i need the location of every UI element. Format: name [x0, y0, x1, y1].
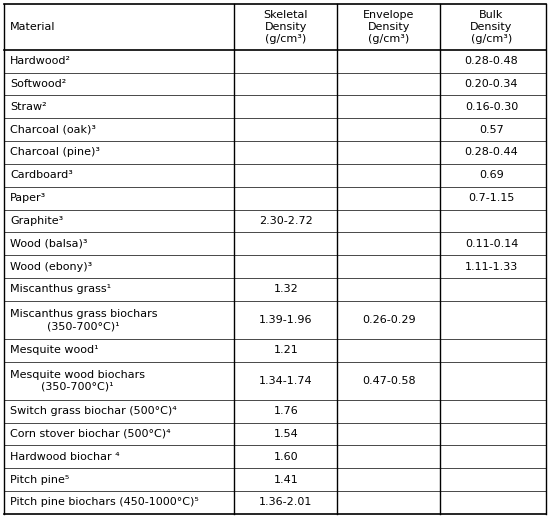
Text: Envelope
Density
(g/cm³): Envelope Density (g/cm³) — [363, 9, 414, 45]
Text: Pitch pine biochars (450-1000°C)⁵: Pitch pine biochars (450-1000°C)⁵ — [10, 497, 199, 508]
Text: Miscanthus grass biochars
(350-700°C)¹: Miscanthus grass biochars (350-700°C)¹ — [10, 309, 157, 331]
Text: Charcoal (pine)³: Charcoal (pine)³ — [10, 148, 100, 157]
Text: Hardwood²: Hardwood² — [10, 56, 71, 66]
Text: Pitch pine⁵: Pitch pine⁵ — [10, 474, 69, 485]
Text: 1.54: 1.54 — [273, 429, 298, 439]
Text: 1.76: 1.76 — [273, 406, 298, 416]
Text: Miscanthus grass¹: Miscanthus grass¹ — [10, 284, 111, 294]
Text: 0.16-0.30: 0.16-0.30 — [465, 102, 518, 112]
Text: Skeletal
Density
(g/cm³): Skeletal Density (g/cm³) — [263, 9, 308, 45]
Text: Straw²: Straw² — [10, 102, 47, 112]
Text: Hardwood biochar ⁴: Hardwood biochar ⁴ — [10, 452, 119, 462]
Text: 1.41: 1.41 — [273, 474, 298, 485]
Text: Corn stover biochar (500°C)⁴: Corn stover biochar (500°C)⁴ — [10, 429, 170, 439]
Text: Charcoal (oak)³: Charcoal (oak)³ — [10, 125, 96, 135]
Text: 2.30-2.72: 2.30-2.72 — [259, 216, 313, 226]
Text: 0.20-0.34: 0.20-0.34 — [465, 79, 518, 89]
Text: Graphite³: Graphite³ — [10, 216, 63, 226]
Text: Mesquite wood biochars
(350-700°C)¹: Mesquite wood biochars (350-700°C)¹ — [10, 369, 145, 392]
Text: 0.7-1.15: 0.7-1.15 — [468, 193, 515, 203]
Text: 1.60: 1.60 — [273, 452, 298, 462]
Text: Wood (balsa)³: Wood (balsa)³ — [10, 239, 87, 249]
Text: 0.69: 0.69 — [479, 170, 504, 180]
Text: Cardboard³: Cardboard³ — [10, 170, 73, 180]
Text: 1.34-1.74: 1.34-1.74 — [259, 376, 312, 386]
Text: Wood (ebony)³: Wood (ebony)³ — [10, 262, 92, 271]
Text: 1.21: 1.21 — [273, 346, 298, 355]
Text: 0.28-0.48: 0.28-0.48 — [465, 56, 518, 66]
Text: Mesquite wood¹: Mesquite wood¹ — [10, 346, 98, 355]
Text: 0.26-0.29: 0.26-0.29 — [362, 315, 415, 325]
Text: 0.57: 0.57 — [479, 125, 504, 135]
Text: 0.47-0.58: 0.47-0.58 — [362, 376, 415, 386]
Text: 0.11-0.14: 0.11-0.14 — [465, 239, 518, 249]
Text: Paper³: Paper³ — [10, 193, 46, 203]
Text: Softwood²: Softwood² — [10, 79, 66, 89]
Text: 1.32: 1.32 — [273, 284, 298, 294]
Text: 0.28-0.44: 0.28-0.44 — [465, 148, 518, 157]
Text: 1.36-2.01: 1.36-2.01 — [259, 497, 312, 508]
Text: 1.39-1.96: 1.39-1.96 — [259, 315, 312, 325]
Text: Switch grass biochar (500°C)⁴: Switch grass biochar (500°C)⁴ — [10, 406, 177, 416]
Text: Material: Material — [10, 22, 56, 32]
Text: Bulk
Density
(g/cm³): Bulk Density (g/cm³) — [470, 9, 513, 45]
Text: 1.11-1.33: 1.11-1.33 — [465, 262, 518, 271]
